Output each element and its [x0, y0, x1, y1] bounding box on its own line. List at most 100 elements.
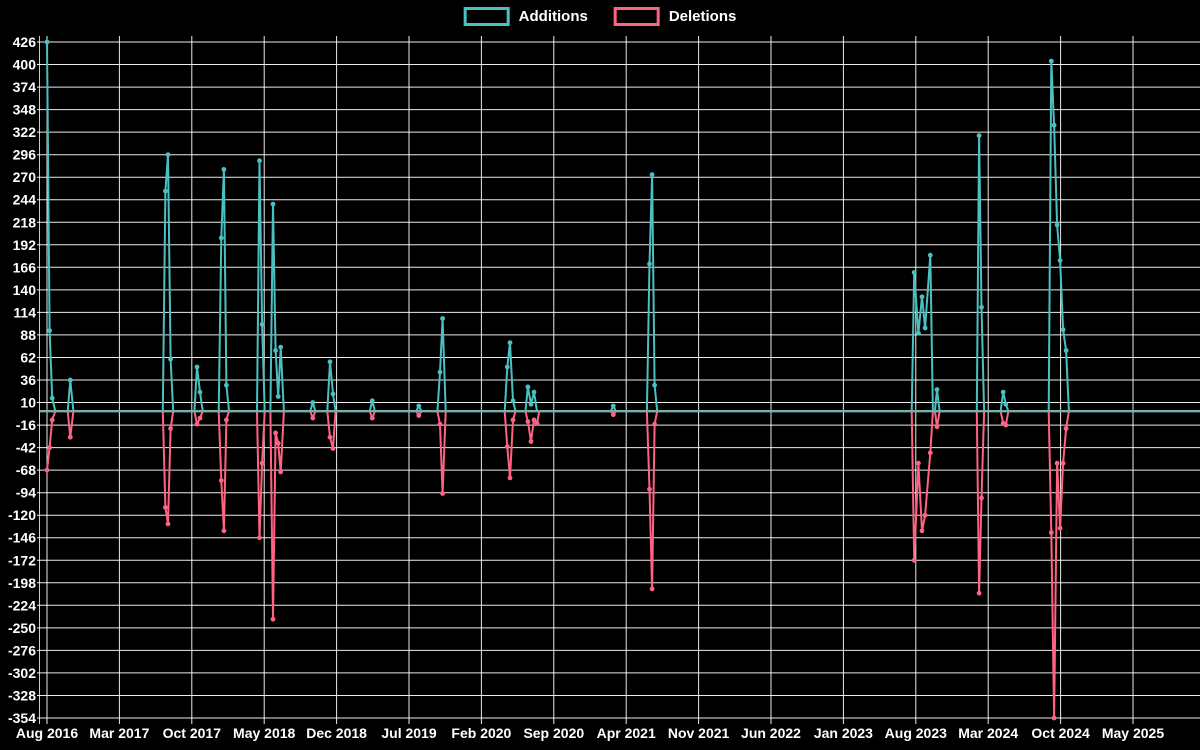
- x-tick-label: Aug 2016: [16, 725, 78, 741]
- x-tick-label: Jul 2019: [381, 725, 436, 741]
- additions-point-marker: [976, 133, 982, 139]
- additions-point-marker: [440, 316, 445, 321]
- y-tick-label: 114: [13, 304, 36, 320]
- x-tick-label: Jun 2022: [741, 725, 801, 741]
- legend-item-deletions[interactable]: Deletions: [613, 7, 736, 26]
- x-tick-label: Nov 2021: [668, 725, 730, 741]
- deletions-point-marker: [916, 460, 921, 466]
- x-tick-label: Mar 2024: [958, 725, 1018, 741]
- deletions-point-marker: [416, 413, 422, 418]
- additions-point-marker: [163, 188, 168, 194]
- additions-point-marker: [1048, 58, 1054, 64]
- x-tick-label: Aug 2023: [885, 725, 947, 741]
- deletions-point-marker: [163, 505, 168, 510]
- x-tick-label: Oct 2024: [1031, 725, 1090, 741]
- additions-point-marker: [911, 270, 917, 275]
- deletions-point-marker: [534, 420, 540, 426]
- y-tick-label: 296: [13, 147, 37, 163]
- x-tick-label: Dec 2018: [306, 725, 367, 741]
- y-tick-label: 10: [20, 395, 36, 411]
- x-tick-label: Mar 2017: [89, 725, 149, 741]
- additions-point-marker: [1003, 401, 1009, 407]
- deletions-point-marker: [525, 419, 531, 424]
- x-tick-label: May 2018: [233, 725, 295, 741]
- y-tick-label: -224: [8, 597, 36, 613]
- deletions-point-marker: [437, 421, 443, 427]
- deletions-point-marker: [221, 528, 227, 534]
- additions-point-marker: [437, 369, 443, 375]
- deletions-point-marker: [1003, 422, 1009, 428]
- additions-point-marker: [647, 261, 652, 267]
- additions-point-marker: [165, 152, 171, 158]
- deletions-point-marker: [369, 415, 375, 421]
- deletions-point-marker: [528, 439, 534, 444]
- deletions-point-marker: [47, 445, 52, 450]
- y-tick-label: -328: [8, 688, 36, 704]
- deletions-point-marker: [504, 444, 510, 450]
- additions-point-marker: [168, 356, 174, 362]
- deletions-point-marker: [507, 475, 513, 481]
- y-tick-label: -354: [8, 710, 36, 726]
- additions-legend-label: Additions: [518, 8, 588, 25]
- additions-point-marker: [49, 395, 55, 401]
- deletions-point-marker: [259, 460, 265, 466]
- y-tick-label: 322: [13, 124, 37, 140]
- y-tick-label: -302: [8, 665, 36, 681]
- deletions-point-marker: [197, 415, 203, 421]
- additions-point-marker: [1063, 348, 1069, 353]
- y-tick-labels: 426 400 374 348 322 296 270 244 218 192 166 140 114 8…: [8, 34, 36, 726]
- additions-point-marker: [278, 344, 284, 350]
- additions-point-marker: [510, 398, 516, 404]
- additions-point-marker: [507, 340, 513, 346]
- additions-point-marker: [270, 201, 276, 207]
- y-tick-label: 218: [13, 214, 37, 230]
- x-tick-label: May 2025: [1102, 725, 1164, 741]
- additions-points: [44, 39, 1069, 409]
- y-tick-label: -172: [8, 552, 36, 568]
- additions-point-marker: [221, 167, 227, 172]
- y-tick-label: 426: [13, 34, 37, 50]
- y-tick-label: -198: [8, 575, 36, 591]
- additions-point-marker: [67, 377, 73, 383]
- additions-point-marker: [504, 364, 510, 370]
- additions-point-marker: [525, 384, 531, 390]
- y-tick-label: 400: [13, 57, 37, 73]
- additions-point-marker: [330, 391, 336, 397]
- y-tick-label: 348: [13, 102, 37, 118]
- grid-lines: [37, 36, 1200, 724]
- deletions-point-marker: [273, 430, 278, 436]
- additions-point-marker: [652, 382, 657, 388]
- deletions-point-marker: [165, 521, 171, 527]
- additions-point-marker: [528, 401, 534, 407]
- additions-point-marker: [259, 322, 265, 327]
- y-tick-label: -250: [8, 620, 36, 636]
- deletions-point-marker: [649, 586, 655, 592]
- y-tick-label: 270: [13, 169, 37, 185]
- deletions-point-marker: [67, 434, 73, 440]
- deletions-point-marker: [168, 426, 174, 431]
- chart-legend: Additions Deletions: [463, 7, 736, 26]
- legend-item-additions[interactable]: Additions: [463, 7, 588, 26]
- y-tick-label: 192: [13, 237, 37, 253]
- x-tick-label: Oct 2017: [163, 725, 222, 741]
- deletions-point-marker: [510, 417, 516, 423]
- additions-point-marker: [273, 348, 278, 353]
- y-tick-label: 166: [13, 259, 37, 275]
- additions-point-marker: [194, 364, 200, 370]
- deletions-point-marker: [934, 424, 940, 430]
- additions-point-marker: [47, 328, 52, 333]
- additions-point-marker: [1054, 222, 1060, 228]
- y-tick-label: 374: [13, 79, 37, 95]
- additions-point-marker: [927, 252, 933, 258]
- deletions-point-marker: [330, 446, 336, 451]
- deletions-point-marker: [49, 417, 55, 423]
- deletions-point-marker: [1063, 426, 1069, 431]
- deletions-point-marker: [1060, 460, 1066, 466]
- additions-point-marker: [1051, 122, 1057, 128]
- x-tick-label: Feb 2020: [451, 725, 511, 741]
- deletions-points: [44, 412, 1069, 721]
- deletions-point-marker: [310, 415, 316, 421]
- deletions-point-marker: [194, 421, 200, 427]
- deletions-point-marker: [440, 491, 445, 496]
